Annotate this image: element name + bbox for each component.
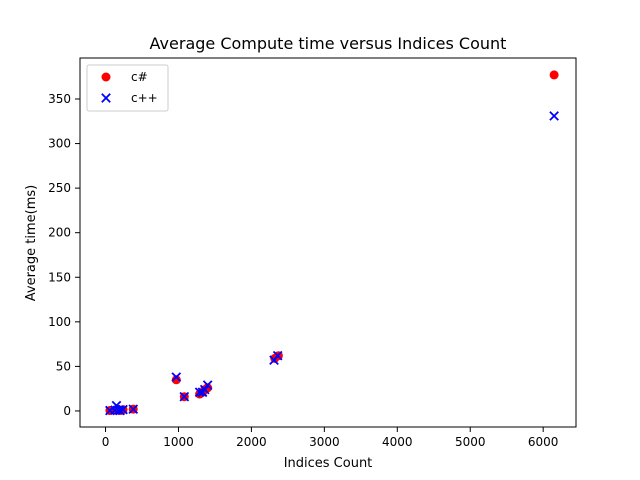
y-tick-label: 350 <box>48 92 71 106</box>
data-point-x <box>128 404 139 415</box>
x-axis-label: Indices Count <box>284 456 373 471</box>
data-point-x <box>202 380 213 390</box>
plot-frame <box>79 57 577 428</box>
data-point-x <box>171 372 182 382</box>
y-tick-label: 50 <box>56 359 71 373</box>
data-point-x <box>549 111 559 121</box>
y-tick-label: 0 <box>63 404 71 418</box>
y-tick-label: 200 <box>48 226 71 240</box>
points-layer <box>105 70 559 416</box>
data-point-x <box>115 405 125 416</box>
legend-label-c-plus-plus: c++ <box>131 91 158 105</box>
data-point-circle <box>171 375 181 385</box>
data-point-circle <box>549 70 559 80</box>
chart-title: Average Compute time versus Indices Coun… <box>150 34 507 53</box>
x-axis: 0 1000 2000 3000 4000 5000 6000 <box>102 427 559 449</box>
x-tick-label: 5000 <box>455 435 486 449</box>
x-tick-label: 3000 <box>309 435 340 449</box>
series-c-sharp <box>105 70 559 416</box>
x-tick-label: 0 <box>102 435 110 449</box>
data-point-x <box>272 350 283 361</box>
data-point-x <box>179 391 190 402</box>
data-point-x <box>194 387 205 398</box>
legend: c# c++ <box>86 64 169 112</box>
y-tick-label: 150 <box>48 270 71 284</box>
y-tick-label: 300 <box>48 137 71 151</box>
y-axis-label: Average time(ms) <box>24 185 39 301</box>
data-point-x <box>199 384 210 395</box>
legend-x-icon <box>101 93 111 103</box>
data-point-x <box>118 404 128 415</box>
x-tick-label: 2000 <box>236 435 267 449</box>
y-tick-label: 100 <box>48 315 71 329</box>
series-c-plus-plus <box>105 111 559 416</box>
x-tick-label: 1000 <box>163 435 194 449</box>
y-axis: 0 50 100 150 200 250 300 350 <box>48 92 80 418</box>
x-tick-label: 4000 <box>382 435 413 449</box>
x-tick-label: 6000 <box>528 435 559 449</box>
legend-label-c-sharp: c# <box>131 70 148 84</box>
y-tick-label: 250 <box>48 181 71 195</box>
plot-area <box>79 57 577 428</box>
legend-circle-icon <box>101 72 111 82</box>
